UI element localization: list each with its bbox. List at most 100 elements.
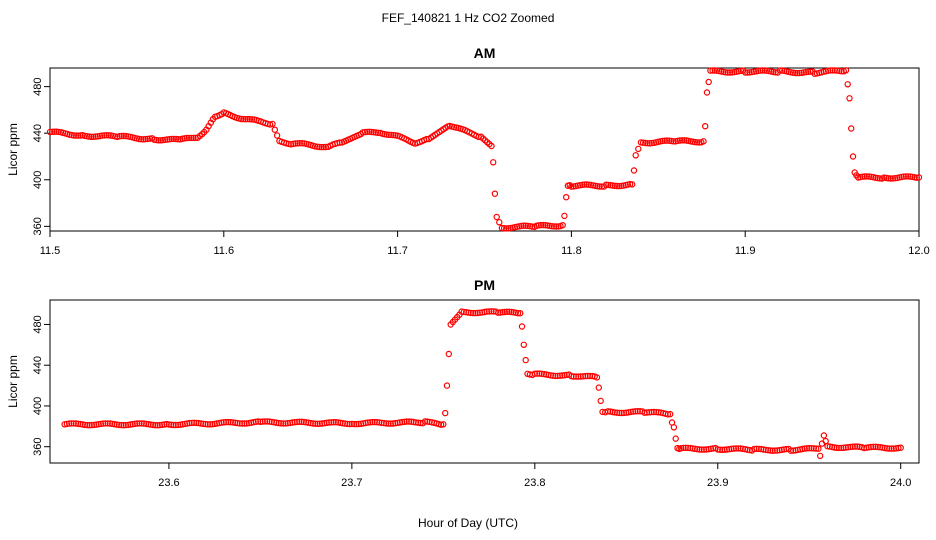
am-data-point [559, 221, 566, 229]
pm-data-point [243, 420, 250, 427]
pm-data-point [667, 410, 674, 418]
pm-data-point [501, 308, 508, 316]
am-data-point [596, 183, 603, 190]
am-data-point [681, 137, 688, 144]
pm-data-point [193, 419, 200, 427]
am-data-point [700, 138, 707, 145]
pm-data-point [817, 452, 824, 460]
pm-panel-title: PM [474, 277, 495, 293]
am-data-point [696, 139, 703, 146]
am-data-point [796, 69, 803, 77]
pm-data-point [443, 382, 451, 389]
pm-data-point [383, 420, 390, 427]
am-data-point [493, 213, 500, 221]
am-data-point [744, 69, 751, 76]
pm-x-tick-label: 23.6 [158, 477, 179, 489]
pm-data-point [897, 444, 904, 451]
am-data-point [794, 69, 801, 77]
am-data-point [670, 138, 677, 145]
pm-data-point [385, 420, 392, 427]
pm-data-point [154, 422, 161, 429]
am-data-point [385, 131, 393, 138]
am-data-point [757, 67, 764, 74]
am-data-point [709, 67, 716, 74]
pm-data-point [469, 309, 477, 317]
pm-data-point [330, 419, 337, 426]
am-data-point [693, 139, 701, 146]
am-data-point [844, 81, 851, 88]
pm-y-tick-label: 360 [32, 438, 44, 456]
am-y-tick-label: 480 [32, 77, 44, 95]
pm-data-point [499, 309, 506, 316]
am-data-point [876, 175, 884, 182]
pm-data-point [225, 418, 232, 426]
am-data-point [863, 173, 871, 180]
pm-data-point [517, 310, 524, 317]
am-data-point [336, 139, 343, 146]
am-data-point [88, 133, 95, 140]
am-y-tick-label: 440 [32, 124, 44, 142]
am-data-point [70, 132, 78, 139]
am-data-point [240, 115, 247, 123]
am-data-point [553, 223, 560, 230]
am-data-point [616, 182, 623, 190]
am-data-point [540, 221, 547, 229]
am-data-point [51, 128, 58, 135]
pm-data-point [678, 445, 685, 452]
pm-data-point [63, 420, 71, 428]
am-x-tick-label: 11.8 [561, 245, 582, 257]
pm-x-tick-label: 23.9 [707, 477, 728, 489]
pm-data-point [520, 341, 528, 348]
am-panel-title: AM [474, 45, 496, 61]
am-data-point [902, 173, 910, 180]
am-data-point [246, 115, 254, 123]
am-data-point [842, 67, 850, 74]
am-data-point [887, 175, 895, 182]
pm-data-point [593, 374, 601, 381]
am-data-point [742, 69, 749, 76]
am-data-point [900, 173, 908, 180]
pm-series-points [61, 308, 904, 460]
pm-data-point [472, 309, 479, 317]
am-data-point [848, 125, 855, 132]
am-data-point [829, 67, 836, 74]
am-data-point [237, 115, 245, 123]
pm-data-point [138, 420, 145, 427]
am-data-point [488, 142, 495, 150]
am-data-point [316, 143, 323, 151]
am-data-point [318, 143, 325, 151]
am-data-point [705, 78, 712, 86]
pm-y-tick-label: 400 [32, 397, 44, 415]
am-data-point [613, 182, 621, 190]
am-data-point [120, 132, 128, 140]
am-data-point [561, 212, 568, 220]
pm-data-point [97, 420, 105, 428]
pm-data-point [104, 420, 111, 427]
am-data-point [242, 115, 249, 123]
pm-data-point [348, 420, 356, 428]
pm-data-point [895, 444, 902, 452]
pm-data-point [259, 418, 266, 425]
am-data-point [170, 135, 177, 143]
am-data-point [103, 131, 110, 139]
pm-data-point [86, 422, 93, 429]
am-data-point [383, 131, 390, 138]
am-data-point [273, 132, 281, 139]
pm-data-point [518, 323, 526, 330]
pm-data-point [65, 420, 73, 427]
am-data-point [861, 173, 868, 180]
pm-data-point [888, 445, 895, 452]
pm-data-point [680, 444, 687, 452]
pm-data-point [84, 421, 91, 429]
am-data-point [137, 135, 145, 143]
am-data-point [90, 133, 97, 140]
pm-data-point [131, 420, 139, 427]
am-data-point [98, 132, 106, 139]
am-data-point [846, 95, 853, 102]
pm-y-axis-label: Licor ppm [6, 355, 20, 408]
pm-data-point [835, 444, 843, 452]
pm-data-point [730, 445, 738, 452]
pm-data-point [672, 435, 679, 442]
am-data-point [155, 137, 162, 144]
am-x-tick-label: 11.6 [214, 245, 235, 257]
